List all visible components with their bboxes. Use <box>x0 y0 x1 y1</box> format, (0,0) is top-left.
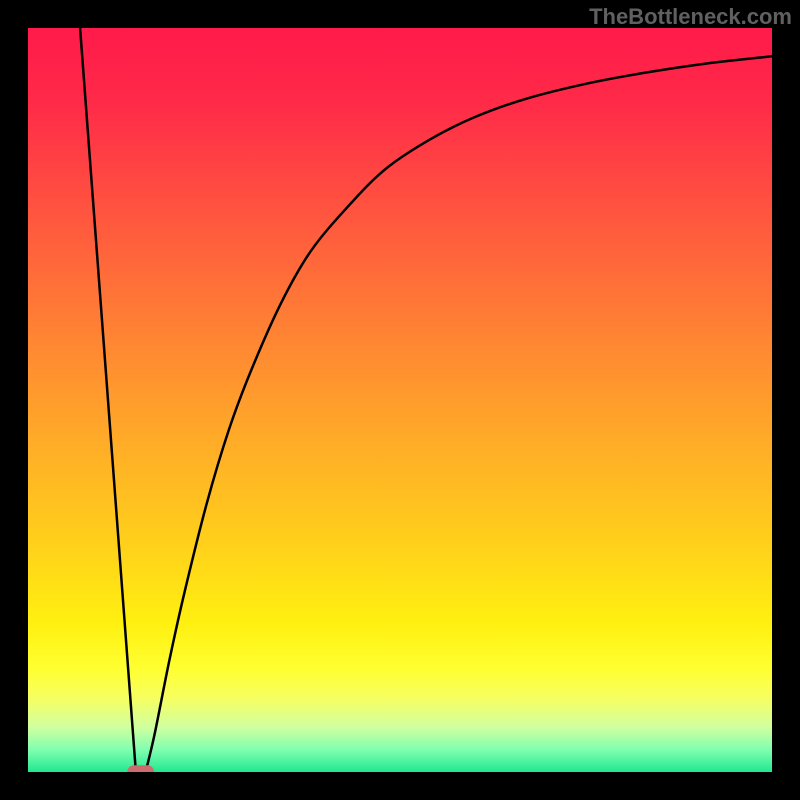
watermark-text: TheBottleneck.com <box>589 4 792 30</box>
gradient-background <box>28 28 772 772</box>
optimal-marker <box>127 765 154 772</box>
figure-container: TheBottleneck.com <box>0 0 800 800</box>
plot-area <box>28 28 772 772</box>
chart-svg <box>28 28 772 772</box>
